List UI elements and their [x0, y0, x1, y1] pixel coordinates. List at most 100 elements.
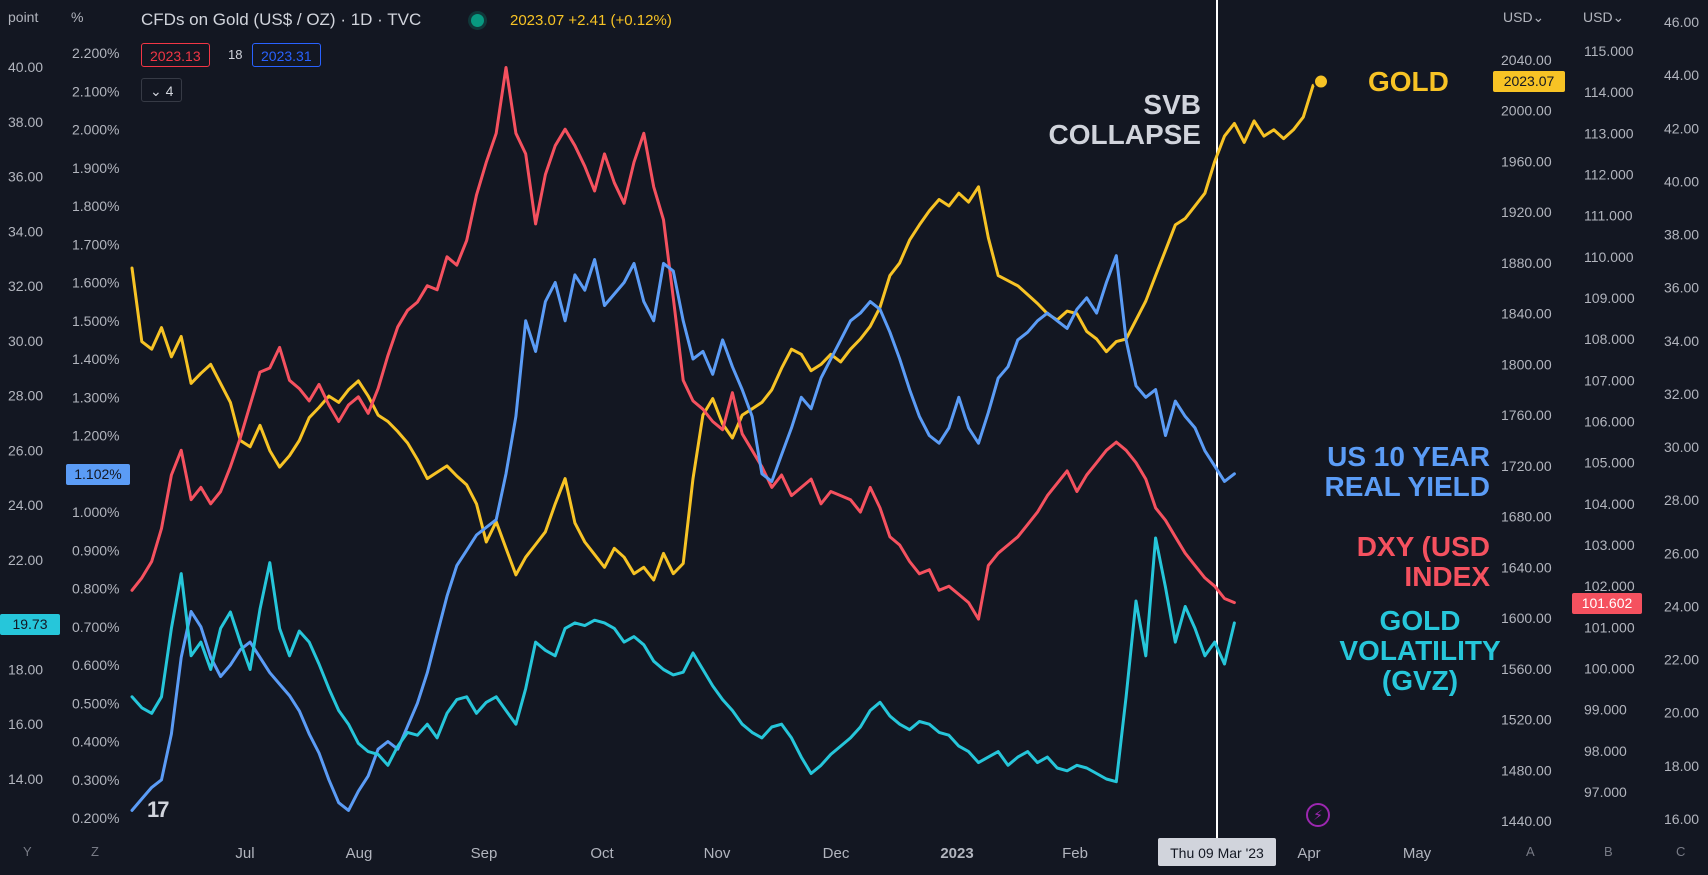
y-tick-label: 0.300%: [72, 772, 119, 788]
y-tick-label: 20.00: [1664, 705, 1699, 721]
y-tick-label: 2.100%: [72, 83, 119, 99]
sell-box[interactable]: 2023.13: [141, 43, 210, 67]
y-tick-label: 108.000: [1584, 331, 1635, 347]
unit-usd-gold[interactable]: USD⌄: [1503, 9, 1545, 25]
y-tick-label: 32.00: [8, 278, 43, 294]
y-tick-label: 1.000%: [72, 504, 119, 520]
y-tick-label: 40.00: [8, 59, 43, 75]
y-tick-label: 26.00: [1664, 545, 1699, 561]
y-tick-label: 42.00: [1664, 120, 1699, 136]
y-tick-label: 0.200%: [72, 810, 119, 826]
current-gold-badge-bg: [1493, 71, 1565, 92]
y-tick-label: 1720.00: [1501, 458, 1552, 474]
header-price: 2023.07 +2.41 (+0.12%): [510, 12, 672, 29]
y-tick-label: 36.00: [8, 169, 43, 185]
unit-point: point: [8, 9, 39, 25]
y-tick-label: 102.000: [1584, 578, 1635, 594]
x-tick-label: Jul: [235, 845, 254, 862]
y-tick-label: 1800.00: [1501, 356, 1552, 372]
y-tick-label: 1960.00: [1501, 153, 1552, 169]
y-tick-label: 105.000: [1584, 455, 1635, 471]
y-tick-label: 113.000: [1584, 125, 1634, 141]
y-tick-label: 0.400%: [72, 734, 119, 750]
current-dxy-badge: 101.602: [1582, 595, 1633, 611]
y-tick-label: 1.900%: [72, 160, 119, 176]
lightning-icon[interactable]: ⚡: [1306, 803, 1330, 827]
y-tick-label: 2040.00: [1501, 52, 1552, 68]
y-tick-label: 109.000: [1584, 290, 1635, 306]
y-tick-label: 0.600%: [72, 657, 119, 673]
x-tick-label: Feb: [1062, 845, 1088, 862]
y-tick-label: 2.000%: [72, 122, 119, 138]
series-line-1: [130, 80, 1323, 582]
scale-c-letter[interactable]: C: [1676, 844, 1686, 859]
y-tick-label: 38.00: [8, 114, 43, 130]
y-tick-label: 18.00: [8, 661, 43, 677]
current-gvz-badge-bg: [0, 614, 60, 635]
y-tick-label: 98.000: [1584, 743, 1627, 759]
y-tick-label: 1.800%: [72, 198, 119, 214]
y-tick-label: 1880.00: [1501, 255, 1552, 271]
y-tick-label: 106.000: [1584, 414, 1635, 430]
y-tick-label: 1680.00: [1501, 509, 1552, 525]
y-tick-label: 34.00: [8, 223, 43, 239]
series-line-2: [130, 66, 1236, 621]
y-tick-label: 103.000: [1584, 537, 1635, 553]
y-tick-label: 28.00: [8, 388, 43, 404]
y-tick-label: 1520.00: [1501, 712, 1552, 728]
y-tick-label: 97.000: [1584, 784, 1627, 800]
y-tick-label: 110.000: [1584, 249, 1634, 265]
y-tick-label: 1.300%: [72, 389, 119, 405]
series-line-4: [130, 536, 1236, 784]
scale-y-letter[interactable]: Y: [23, 844, 32, 859]
y-tick-label: 0.500%: [72, 695, 119, 711]
y-tick-label: 24.00: [8, 497, 43, 513]
indicators-toggle-button[interactable]: ⌄ 4: [141, 78, 183, 102]
y-tick-label: 14.00: [8, 771, 43, 787]
price-change: +2.41 (+0.12%): [568, 12, 672, 29]
event-annotation-label: COLLAPSE: [1049, 119, 1201, 150]
scale-b-letter[interactable]: B: [1604, 844, 1613, 859]
y-tick-label: 114.000: [1584, 84, 1634, 100]
y-tick-label: 1.500%: [72, 313, 119, 329]
axis-layer: Jul Aug Sep Oct Nov Dec 2023 Feb Apr May 40.00 38.0…: [0, 14, 1708, 875]
y-tick-label: 1.200%: [72, 428, 119, 444]
x-tick-label: Sep: [471, 845, 498, 862]
y-tick-label: 112.000: [1584, 167, 1634, 183]
y-tick-label: 104.000: [1584, 496, 1635, 512]
series-label: GOLD: [1368, 66, 1449, 97]
y-tick-label: 44.00: [1664, 67, 1699, 83]
scale-z-letter[interactable]: Z: [91, 844, 99, 859]
y-tick-label: 16.00: [8, 716, 43, 732]
y-tick-label: 101.000: [1584, 619, 1635, 635]
time-axis-bg: [0, 838, 1708, 875]
x-tick-label: May: [1403, 845, 1432, 862]
y-tick-label: 1.400%: [72, 351, 119, 367]
y-tick-label: 38.00: [1664, 227, 1699, 243]
x-tick-label: Dec: [823, 845, 850, 862]
y-tick-label: 1.700%: [72, 236, 119, 252]
y-tick-label: 30.00: [8, 333, 43, 349]
y-tick-label: 22.00: [8, 552, 43, 568]
scale-a-letter[interactable]: A: [1526, 844, 1535, 859]
unit-usd-dxy[interactable]: USD⌄: [1583, 9, 1625, 25]
series-label: GOLD: [1380, 605, 1461, 636]
y-tick-label: 1840.00: [1501, 306, 1552, 322]
series-label: INDEX: [1404, 561, 1490, 592]
price-value: 2023.07: [510, 12, 565, 29]
y-tick-label: 1440.00: [1501, 813, 1552, 829]
x-tick-label: Oct: [590, 845, 614, 862]
x-tick-label: Aug: [346, 845, 373, 862]
y-tick-label: 30.00: [1664, 439, 1699, 455]
y-tick-label: 0.900%: [72, 542, 119, 558]
y-tick-label: 36.00: [1664, 280, 1699, 296]
buy-box[interactable]: 2023.31: [252, 43, 321, 67]
x-tick-label: Apr: [1297, 845, 1320, 862]
current-yield-badge: 1.102%: [74, 466, 121, 482]
series-label: US 10 YEAR: [1327, 441, 1490, 472]
x-tick-label: Nov: [704, 845, 731, 862]
tradingview-logo: 17: [147, 797, 170, 822]
event-annotation-label: SVB: [1143, 89, 1201, 120]
